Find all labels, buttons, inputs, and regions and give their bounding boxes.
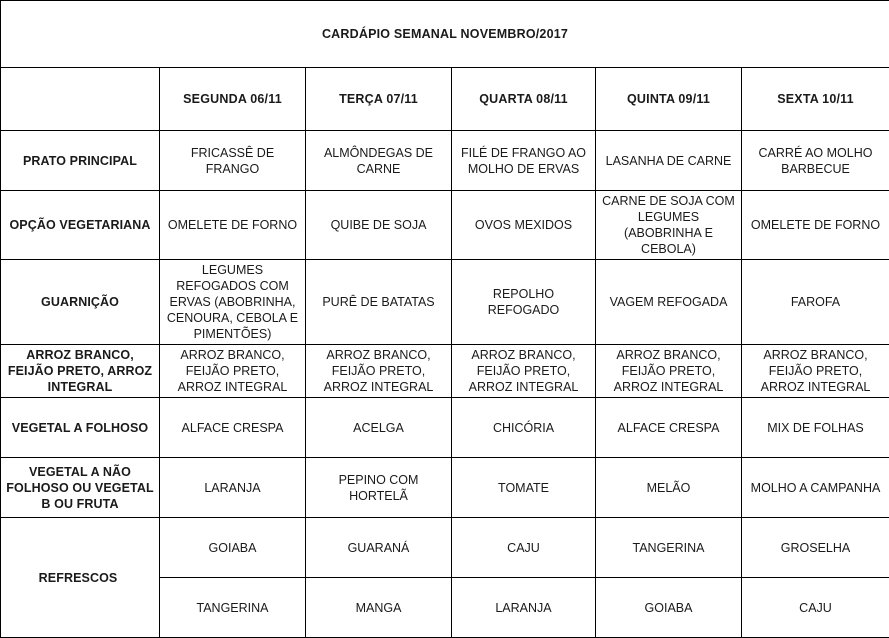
row-label-vegetal-nao-folhoso: VEGETAL A NÃO FOLHOSO OU VEGETAL B OU FR… — [1, 458, 160, 518]
table-row: OPÇÃO VEGETARIANA OMELETE DE FORNO QUIBE… — [1, 191, 889, 260]
column-header-terca: TERÇA 07/11 — [306, 68, 452, 131]
cell-refresco1-quarta: CAJU — [452, 518, 596, 578]
cell-arroz-quinta: ARROZ BRANCO, FEIJÃO PRETO, ARROZ INTEGR… — [596, 345, 742, 398]
row-label-refrescos: REFRESCOS — [1, 518, 160, 638]
cell-folhoso-terca: ACELGA — [306, 398, 452, 458]
column-header-quarta: QUARTA 08/11 — [452, 68, 596, 131]
cell-vegetariana-quinta: CARNE DE SOJA COM LEGUMES (ABOBRINHA E C… — [596, 191, 742, 260]
row-label-opcao-vegetariana: OPÇÃO VEGETARIANA — [1, 191, 160, 260]
cell-arroz-terca: ARROZ BRANCO, FEIJÃO PRETO, ARROZ INTEGR… — [306, 345, 452, 398]
cell-folhoso-segunda: ALFACE CRESPA — [160, 398, 306, 458]
cell-refresco2-sexta: CAJU — [742, 578, 889, 638]
column-header-sexta: SEXTA 10/11 — [742, 68, 889, 131]
cell-prato-quinta: LASANHA DE CARNE — [596, 131, 742, 191]
cell-vegetariana-quarta: OVOS MEXIDOS — [452, 191, 596, 260]
cell-refresco2-quarta: LARANJA — [452, 578, 596, 638]
column-header-quinta: QUINTA 09/11 — [596, 68, 742, 131]
cell-arroz-sexta: ARROZ BRANCO, FEIJÃO PRETO, ARROZ INTEGR… — [742, 345, 889, 398]
header-row: SEGUNDA 06/11 TERÇA 07/11 QUARTA 08/11 Q… — [1, 68, 889, 131]
table-corner-cell — [1, 68, 160, 131]
title-row: CARDÁPIO SEMANAL NOVEMBRO/2017 — [1, 1, 889, 68]
cell-prato-terca: ALMÔNDEGAS DE CARNE — [306, 131, 452, 191]
table-row: VEGETAL A NÃO FOLHOSO OU VEGETAL B OU FR… — [1, 458, 889, 518]
cell-guarnicao-terca: PURÊ DE BATATAS — [306, 260, 452, 345]
cell-folhoso-quarta: CHICÓRIA — [452, 398, 596, 458]
cell-folhoso-sexta: MIX DE FOLHAS — [742, 398, 889, 458]
cell-guarnicao-sexta: FAROFA — [742, 260, 889, 345]
table-row: VEGETAL A FOLHOSO ALFACE CRESPA ACELGA C… — [1, 398, 889, 458]
cell-vegetariana-terca: QUIBE DE SOJA — [306, 191, 452, 260]
row-label-prato-principal: PRATO PRINCIPAL — [1, 131, 160, 191]
row-label-vegetal-a-folhoso: VEGETAL A FOLHOSO — [1, 398, 160, 458]
cell-guarnicao-quinta: VAGEM REFOGADA — [596, 260, 742, 345]
cell-prato-segunda: FRICASSÊ DE FRANGO — [160, 131, 306, 191]
table-row: REFRESCOS GOIABA GUARANÁ CAJU TANGERINA … — [1, 518, 889, 578]
cell-naofolhoso-terca: PEPINO COM HORTELÃ — [306, 458, 452, 518]
cell-prato-sexta: CARRÉ AO MOLHO BARBECUE — [742, 131, 889, 191]
cell-guarnicao-segunda: LEGUMES REFOGADOS COM ERVAS (ABOBRINHA, … — [160, 260, 306, 345]
cell-naofolhoso-quinta: MELÃO — [596, 458, 742, 518]
table-row: ARROZ BRANCO, FEIJÃO PRETO, ARROZ INTEGR… — [1, 345, 889, 398]
cell-refresco1-sexta: GROSELHA — [742, 518, 889, 578]
cell-vegetariana-segunda: OMELETE DE FORNO — [160, 191, 306, 260]
cell-refresco2-terca: MANGA — [306, 578, 452, 638]
cell-refresco2-segunda: TANGERINA — [160, 578, 306, 638]
cell-naofolhoso-segunda: LARANJA — [160, 458, 306, 518]
page-title: CARDÁPIO SEMANAL NOVEMBRO/2017 — [1, 1, 889, 68]
cell-refresco1-segunda: GOIABA — [160, 518, 306, 578]
cell-prato-quarta: FILÉ DE FRANGO AO MOLHO DE ERVAS — [452, 131, 596, 191]
row-label-arroz-feijao: ARROZ BRANCO, FEIJÃO PRETO, ARROZ INTEGR… — [1, 345, 160, 398]
cell-arroz-segunda: ARROZ BRANCO, FEIJÃO PRETO, ARROZ INTEGR… — [160, 345, 306, 398]
row-label-guarnicao: GUARNIÇÃO — [1, 260, 160, 345]
cell-refresco1-quinta: TANGERINA — [596, 518, 742, 578]
cell-refresco1-terca: GUARANÁ — [306, 518, 452, 578]
cell-naofolhoso-sexta: MOLHO A CAMPANHA — [742, 458, 889, 518]
column-header-segunda: SEGUNDA 06/11 — [160, 68, 306, 131]
cell-arroz-quarta: ARROZ BRANCO, FEIJÃO PRETO, ARROZ INTEGR… — [452, 345, 596, 398]
cell-folhoso-quinta: ALFACE CRESPA — [596, 398, 742, 458]
cell-refresco2-quinta: GOIABA — [596, 578, 742, 638]
cell-vegetariana-sexta: OMELETE DE FORNO — [742, 191, 889, 260]
cell-naofolhoso-quarta: TOMATE — [452, 458, 596, 518]
table-row: PRATO PRINCIPAL FRICASSÊ DE FRANGO ALMÔN… — [1, 131, 889, 191]
table-row: GUARNIÇÃO LEGUMES REFOGADOS COM ERVAS (A… — [1, 260, 889, 345]
cell-guarnicao-quarta: REPOLHO REFOGADO — [452, 260, 596, 345]
